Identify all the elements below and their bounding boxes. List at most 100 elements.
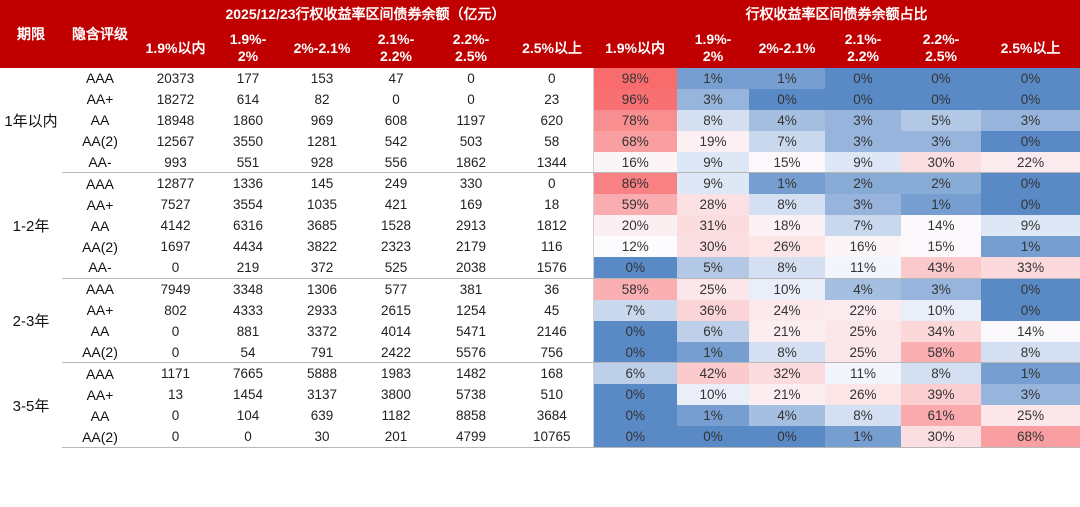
share-cell: 0% — [981, 68, 1080, 89]
header-share-bucket: 1.9%以内 — [593, 28, 678, 68]
share-cell: 15% — [901, 236, 982, 258]
share-cell: 0% — [592, 257, 678, 279]
table-row: 3-5年 AAA 1171 7665 5888 1983 1482 168 6% 42% 32% 11… — [0, 362, 1080, 415]
share-cell: 30% — [901, 426, 982, 449]
share-cell: 28% — [677, 194, 750, 216]
balance-cell: 201 — [361, 426, 431, 449]
balance-cell: 7949 — [160, 281, 191, 297]
table-row: AA(2) 0 0 30 201 4799 10765 0% 0% 0% 1% 30% 68% — [0, 426, 1080, 449]
rating-cell: AA — [90, 112, 110, 129]
balance-cell: 421 — [384, 197, 408, 213]
share-cell: 25% — [981, 405, 1080, 427]
share-cell: 7% — [592, 299, 678, 321]
balance-cell: 18 — [544, 197, 560, 213]
balance-cell: 620 — [540, 112, 564, 128]
balance-cell: 7665 — [232, 366, 264, 382]
balance-cell: 1197 — [456, 112, 486, 128]
share-cell: 3% — [981, 109, 1080, 131]
share-cell: 3% — [677, 88, 750, 110]
share-cell: 0% — [749, 88, 826, 110]
balance-cell: 0 — [171, 323, 180, 339]
rating-cell: AA(2) — [82, 133, 118, 150]
table-row: 1年以内 AAA 20373 177 153 47 0 0 98% 1% 1% 0% 0% 0% — [0, 68, 1080, 130]
balance-cell: 18948 — [156, 112, 195, 128]
balance-cell: 3684 — [536, 408, 567, 424]
share-cell: 3% — [901, 278, 982, 300]
share-cell: 39% — [901, 384, 982, 406]
share-cell: 16% — [592, 151, 678, 174]
header-balance-bucket: 1.9%- 2% — [213, 28, 283, 68]
share-cell: 1% — [677, 405, 750, 427]
share-cell: 0% — [901, 68, 982, 89]
balance-cell: 3685 — [306, 218, 338, 234]
balance-cell: 1860 — [232, 112, 264, 128]
balance-cell: 969 — [310, 112, 334, 128]
share-cell: 61% — [901, 405, 982, 427]
balance-cell: 153 — [310, 70, 334, 86]
balance-cell: 551 — [213, 151, 283, 174]
share-cell: 19% — [677, 130, 750, 152]
share-cell: 25% — [825, 341, 902, 364]
header-balance-group: 2025/12/23行权收益率区间债券余额（亿元） — [138, 0, 594, 28]
balance-cell: 1697 — [160, 239, 191, 255]
balance-cell: 82 — [314, 91, 330, 107]
table-row: AA 18948 1860 969 608 1197 620 78% 8% 4% 3% 5% 3% — [0, 109, 1080, 131]
table-row: AA(2) 1697 4434 3822 2323 2179 116 12% 30% 26% 16%… — [0, 236, 1080, 258]
balance-cell: 556 — [361, 151, 431, 174]
share-cell: 0% — [592, 341, 678, 364]
balance-cell: 608 — [384, 112, 408, 128]
balance-cell: 756 — [511, 341, 594, 364]
share-cell: 8% — [981, 341, 1080, 364]
rating-cell: AAA — [85, 281, 114, 298]
share-cell: 5% — [901, 109, 982, 131]
header-balance-bucket: 1.9%以内 — [138, 28, 213, 68]
balance-cell: 8858 — [455, 408, 487, 424]
balance-cell: 20373 — [156, 70, 195, 86]
rating-cell: AA- — [62, 257, 138, 279]
rating-cell: AAA — [85, 365, 114, 382]
balance-cell: 1171 — [160, 366, 191, 382]
balance-cell: 3137 — [306, 387, 338, 403]
share-cell: 21% — [749, 384, 826, 406]
share-cell: 10% — [749, 278, 826, 300]
balance-cell: 10765 — [511, 426, 594, 449]
balance-cell: 23 — [544, 91, 560, 107]
header-rating: 隐含评级 — [62, 0, 138, 68]
balance-cell: 3554 — [232, 197, 264, 213]
balance-cell: 0 — [138, 426, 213, 449]
share-cell: 0% — [901, 88, 982, 110]
share-cell: 26% — [749, 236, 826, 258]
header-share-bucket: 2.1%- 2.2% — [825, 28, 902, 68]
share-cell: 1% — [825, 426, 902, 449]
term-cell: 3-5年 — [12, 397, 50, 415]
rating-cell: AA+ — [86, 91, 114, 108]
balance-cell: 330 — [459, 176, 483, 192]
balance-cell: 2179 — [455, 239, 487, 255]
header-share-group: 行权收益率区间债券余额占比 — [593, 0, 1080, 28]
rating-cell: AAA — [85, 175, 114, 192]
balance-cell: 802 — [164, 302, 187, 318]
table-row: AA+ 18272 614 82 0 0 23 96% 3% 0% 0% 0% 0% — [0, 88, 1080, 110]
table-row: AA+ 802 4333 2933 2615 1254 45 7% 36% 24% 22% 10% 0% — [0, 299, 1080, 321]
table-row: AA+ 7527 3554 1035 421 169 18 59% 28% 8% 3% 1% 0% — [0, 194, 1080, 216]
balance-cell: 2933 — [306, 302, 338, 318]
share-cell: 14% — [981, 320, 1080, 342]
rating-cell: AA — [90, 323, 110, 340]
share-cell: 26% — [825, 384, 902, 406]
balance-cell: 993 — [138, 151, 213, 174]
balance-cell: 614 — [236, 91, 260, 107]
balance-cell: 381 — [459, 281, 483, 297]
header-share-bucket: 2.2%- 2.5% — [901, 28, 982, 68]
balance-cell: 1862 — [431, 151, 511, 174]
balance-cell: 0 — [548, 176, 556, 192]
share-cell: 4% — [749, 109, 826, 131]
balance-cell: 1576 — [511, 257, 594, 279]
share-cell: 11% — [825, 362, 902, 385]
share-cell: 20% — [592, 215, 678, 237]
balance-cell: 5888 — [306, 366, 338, 382]
share-cell: 9% — [981, 215, 1080, 237]
balance-cell: 54 — [213, 341, 283, 364]
share-cell: 96% — [592, 88, 678, 110]
rating-cell: AA- — [62, 151, 138, 174]
share-cell: 33% — [981, 257, 1080, 279]
